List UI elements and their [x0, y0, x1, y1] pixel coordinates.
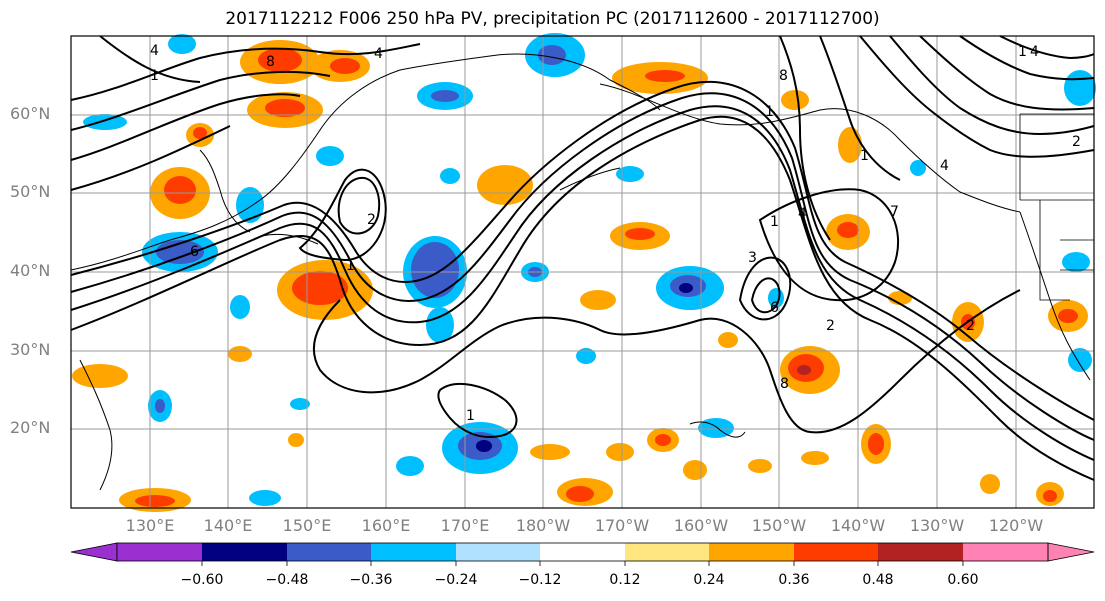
colorbar-extend-low: [70, 542, 118, 562]
lon-label: 150°E: [282, 516, 332, 535]
map-title: 2017112212 F006 250 hPa PV, precipitatio…: [225, 9, 880, 29]
colorbar-tick-label: 0.12: [609, 572, 641, 588]
lat-label: 30°N: [10, 340, 51, 359]
colorbar-extend-high: [1047, 542, 1095, 562]
lon-label: 120°W: [988, 516, 1044, 535]
lon-label: 130°W: [909, 516, 965, 535]
colorbar-tick-label: −0.60: [180, 572, 224, 588]
contour-label: 4: [1030, 44, 1039, 60]
contour-label: 1: [1018, 44, 1027, 60]
contour-label: 6: [770, 300, 779, 316]
contour-label: 2: [367, 212, 376, 228]
contour-labels: 4 1 8 2 4 8 1 2 4 1 6 1 6 3 2 1 4 7 8 2 …: [150, 43, 1081, 424]
colorbar-bin: [709, 543, 794, 561]
contour-label: 4: [374, 46, 383, 62]
contour-label: 8: [266, 54, 275, 70]
contour-label: 1: [765, 104, 774, 120]
colorbar-bin: [625, 543, 709, 561]
colorbar-bin: [794, 543, 878, 561]
contour-label: 3: [748, 250, 757, 266]
contour-label: 2: [1072, 134, 1081, 150]
contour-label: 8: [780, 376, 789, 392]
contour-label: 1: [150, 68, 159, 84]
colorbar-tick-label: −0.12: [518, 572, 562, 588]
contour-label: 1: [770, 214, 779, 230]
lon-label: 160°E: [361, 516, 411, 535]
map-frame: [70, 35, 1095, 509]
lon-label: 130°E: [125, 516, 175, 535]
colorbar-tick-label: 0.48: [862, 572, 894, 588]
colorbar-bin: [202, 543, 287, 561]
lon-label: 140°E: [203, 516, 253, 535]
contour-label: 2: [966, 318, 975, 334]
contour-label: 8: [779, 68, 788, 84]
colorbar: [70, 542, 1095, 566]
colorbar-tick-label: 0.36: [778, 572, 810, 588]
lat-label: 60°N: [10, 104, 51, 123]
colorbar-bin: [371, 543, 456, 561]
colorbar-bin: [456, 543, 540, 561]
lon-label: 150°W: [751, 516, 807, 535]
colorbar-tick-label: −0.36: [349, 572, 393, 588]
lat-label: 40°N: [10, 261, 51, 280]
map-plot-area: 4 1 8 2 4 8 1 2 4 1 6 1 6 3 2 1 4 7 8 2 …: [70, 33, 1096, 512]
contour-label: 1: [860, 148, 869, 164]
pv-contours: [70, 35, 1095, 481]
lon-label: 170°E: [440, 516, 490, 535]
lat-label: 50°N: [10, 182, 51, 201]
contour-label: 1: [346, 258, 355, 274]
lat-label: 20°N: [10, 418, 51, 437]
colorbar-tick-label: 0.60: [947, 572, 979, 588]
lon-label: 170°W: [594, 516, 650, 535]
lon-label: 180°W: [515, 516, 571, 535]
colorbar-bin: [963, 543, 1048, 561]
colorbar-tick-label: −0.48: [265, 572, 309, 588]
colorbar-tick-label: −0.24: [434, 572, 478, 588]
contour-label: 4: [150, 43, 159, 59]
coastlines: [70, 53, 1091, 491]
colorbar-bin: [540, 543, 625, 561]
lon-label: 160°W: [673, 516, 729, 535]
contour-label: 6: [190, 244, 199, 260]
contour-label: 2: [826, 318, 835, 334]
contour-label: 1: [466, 408, 475, 424]
colorbar-bin: [287, 543, 371, 561]
lon-label: 140°W: [830, 516, 886, 535]
colorbar-bin: [117, 543, 202, 561]
colorbar-tick-label: 0.24: [693, 572, 725, 588]
contour-label: 7: [890, 204, 899, 220]
colorbar-bin: [878, 543, 963, 561]
contour-label: 4: [940, 158, 949, 174]
contour-label: 4: [798, 206, 807, 222]
